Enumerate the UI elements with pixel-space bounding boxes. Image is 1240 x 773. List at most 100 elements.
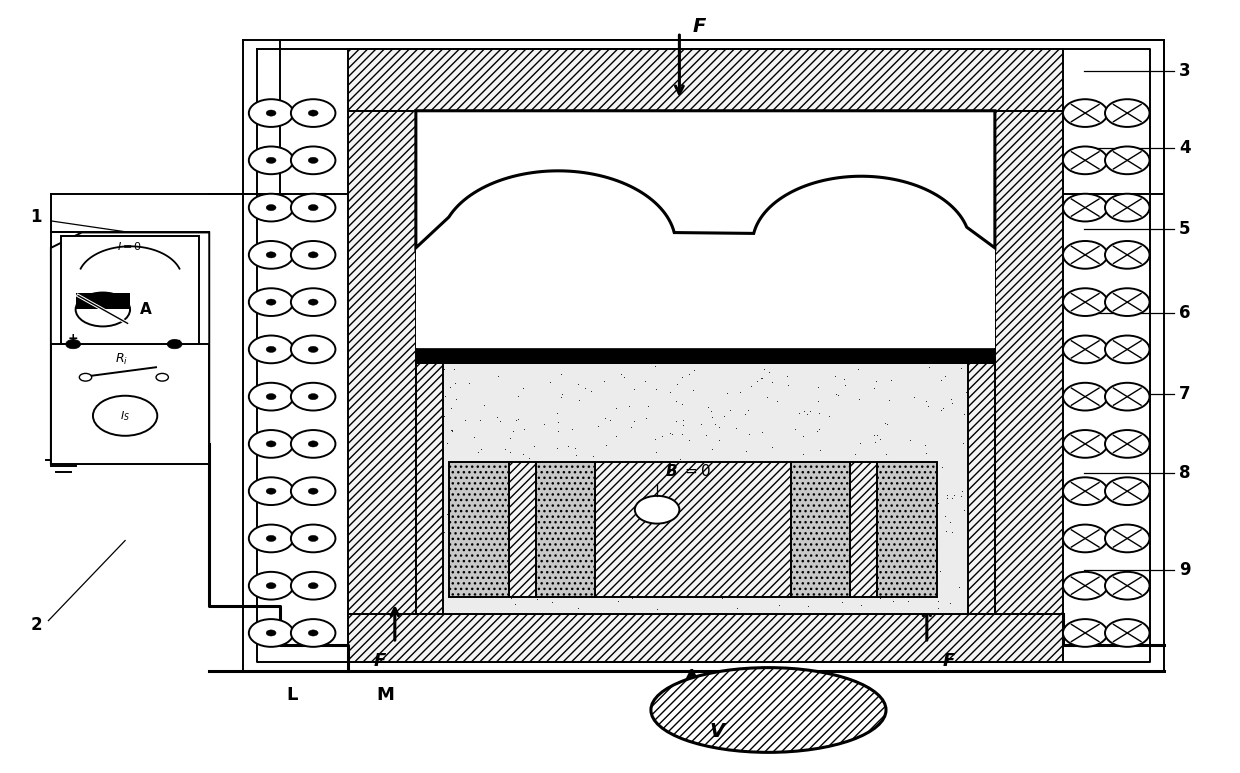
Bar — [449, 462, 508, 597]
Bar — [347, 49, 1063, 111]
Bar — [536, 462, 595, 597]
Circle shape — [249, 430, 294, 458]
Circle shape — [267, 393, 277, 400]
Circle shape — [249, 146, 294, 174]
Text: $I=0$: $I=0$ — [118, 240, 143, 251]
Circle shape — [1105, 241, 1149, 269]
Circle shape — [1063, 335, 1107, 363]
Circle shape — [267, 583, 277, 589]
Text: $\boldsymbol{F}$: $\boldsymbol{F}$ — [941, 652, 956, 670]
Text: 8: 8 — [1179, 464, 1190, 482]
Text: L: L — [286, 686, 298, 703]
Circle shape — [1063, 288, 1107, 316]
Text: $R_i$: $R_i$ — [115, 352, 128, 367]
Circle shape — [79, 373, 92, 381]
Text: M: M — [376, 686, 394, 703]
Circle shape — [267, 441, 277, 447]
Polygon shape — [51, 233, 210, 464]
Bar — [851, 462, 878, 597]
Circle shape — [309, 252, 319, 258]
Circle shape — [249, 99, 294, 127]
Circle shape — [291, 619, 336, 647]
Circle shape — [156, 373, 169, 381]
Text: 7: 7 — [1179, 385, 1190, 404]
Circle shape — [291, 194, 336, 221]
Bar — [415, 363, 443, 614]
Circle shape — [635, 495, 680, 523]
Circle shape — [1105, 430, 1149, 458]
Circle shape — [309, 299, 319, 305]
Circle shape — [309, 583, 319, 589]
Circle shape — [1105, 288, 1149, 316]
Circle shape — [291, 99, 336, 127]
Bar — [508, 462, 536, 597]
Circle shape — [249, 572, 294, 600]
Circle shape — [1063, 383, 1107, 410]
Circle shape — [309, 393, 319, 400]
Circle shape — [249, 288, 294, 316]
Circle shape — [267, 157, 277, 163]
Circle shape — [1105, 525, 1149, 552]
Circle shape — [291, 572, 336, 600]
Text: 4: 4 — [1179, 138, 1190, 157]
Circle shape — [309, 630, 319, 636]
Text: 3: 3 — [1179, 62, 1190, 80]
Circle shape — [1063, 477, 1107, 505]
Circle shape — [1105, 99, 1149, 127]
Circle shape — [267, 630, 277, 636]
Bar — [415, 348, 994, 363]
Circle shape — [291, 477, 336, 505]
Circle shape — [309, 205, 319, 211]
Text: +: + — [68, 332, 78, 346]
Circle shape — [309, 488, 319, 494]
Text: 2: 2 — [30, 616, 42, 635]
Circle shape — [1063, 619, 1107, 647]
Circle shape — [1063, 241, 1107, 269]
Circle shape — [309, 536, 319, 542]
Bar — [967, 363, 994, 614]
Circle shape — [267, 346, 277, 352]
Bar — [415, 363, 994, 614]
Circle shape — [1063, 194, 1107, 221]
Text: 9: 9 — [1179, 561, 1190, 579]
Circle shape — [1063, 572, 1107, 600]
Bar — [595, 462, 791, 597]
Circle shape — [291, 146, 336, 174]
Bar — [878, 462, 936, 597]
Text: 1: 1 — [30, 208, 42, 226]
Circle shape — [267, 536, 277, 542]
Text: $\boldsymbol{F}$: $\boldsymbol{F}$ — [692, 16, 707, 36]
Circle shape — [167, 339, 182, 349]
Bar — [994, 111, 1063, 614]
Text: $-$: $-$ — [169, 332, 181, 346]
Text: 6: 6 — [1179, 304, 1190, 322]
Circle shape — [93, 396, 157, 436]
Circle shape — [1105, 477, 1149, 505]
Bar — [415, 111, 994, 348]
Text: A: A — [140, 302, 151, 317]
Circle shape — [76, 292, 130, 326]
Bar — [791, 462, 851, 597]
Circle shape — [1063, 99, 1107, 127]
Circle shape — [1063, 146, 1107, 174]
Circle shape — [267, 252, 277, 258]
Circle shape — [309, 157, 319, 163]
Text: $\boldsymbol{V}$: $\boldsymbol{V}$ — [709, 722, 728, 741]
Circle shape — [1105, 572, 1149, 600]
Bar — [61, 237, 200, 344]
Circle shape — [66, 339, 81, 349]
Circle shape — [1105, 146, 1149, 174]
Polygon shape — [415, 111, 994, 248]
Circle shape — [309, 346, 319, 352]
Text: $I_S$: $I_S$ — [120, 409, 130, 423]
Circle shape — [267, 299, 277, 305]
Circle shape — [291, 383, 336, 410]
Circle shape — [291, 335, 336, 363]
Circle shape — [1105, 194, 1149, 221]
Circle shape — [309, 441, 319, 447]
Circle shape — [291, 525, 336, 552]
Text: $\boldsymbol{B}\ =0$: $\boldsymbol{B}\ =0$ — [665, 463, 711, 479]
Circle shape — [309, 110, 319, 116]
Bar — [347, 614, 1063, 662]
Bar — [347, 111, 415, 614]
